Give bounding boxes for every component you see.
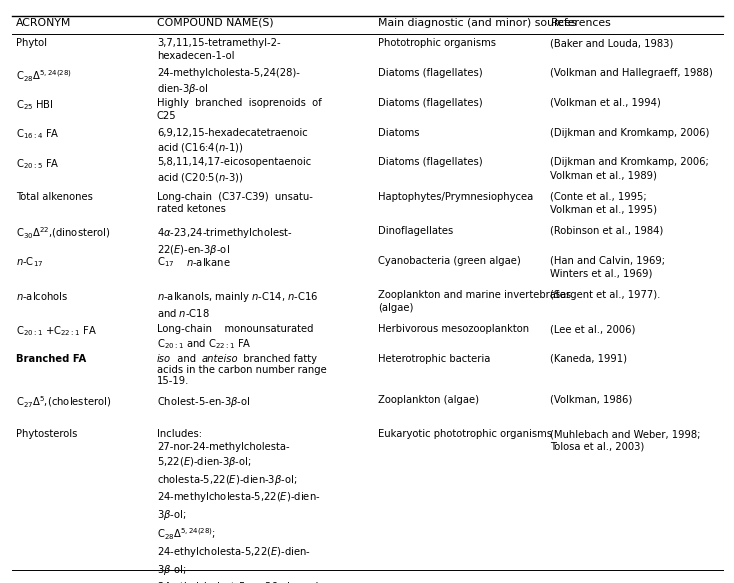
Text: 3,7,11,15-tetramethyl-2-
hexadecen-1-ol: 3,7,11,15-tetramethyl-2- hexadecen-1-ol bbox=[157, 38, 280, 61]
Text: Highly  branched  isoprenoids  of
C25: Highly branched isoprenoids of C25 bbox=[157, 98, 321, 121]
Text: Phytosterols: Phytosterols bbox=[16, 429, 77, 439]
Text: Cholest-5-en-3$\beta$-ol: Cholest-5-en-3$\beta$-ol bbox=[157, 395, 250, 409]
Text: Diatoms (flagellates): Diatoms (flagellates) bbox=[378, 157, 482, 167]
Text: Zooplankton (algae): Zooplankton (algae) bbox=[378, 395, 479, 405]
Text: Eukaryotic phototrophic organisms: Eukaryotic phototrophic organisms bbox=[378, 429, 552, 439]
Text: Diatoms (flagellates): Diatoms (flagellates) bbox=[378, 68, 482, 78]
Text: Phototrophic organisms: Phototrophic organisms bbox=[378, 38, 495, 48]
Text: (Conte et al., 1995;
Volkman et al., 1995): (Conte et al., 1995; Volkman et al., 199… bbox=[550, 192, 658, 215]
Text: Branched FA: Branched FA bbox=[16, 354, 86, 364]
Text: Phytol: Phytol bbox=[16, 38, 47, 48]
Text: C$_{20:5}$ FA: C$_{20:5}$ FA bbox=[16, 157, 59, 171]
Text: 15-19.: 15-19. bbox=[157, 376, 189, 386]
Text: $n$-alkanols, mainly $n$-C14, $n$-C16
and $n$-C18: $n$-alkanols, mainly $n$-C14, $n$-C16 an… bbox=[157, 290, 319, 319]
Text: Dinoflagellates: Dinoflagellates bbox=[378, 226, 453, 236]
Text: $n$-alkane: $n$-alkane bbox=[186, 255, 231, 268]
Text: $n$-alcohols: $n$-alcohols bbox=[16, 290, 68, 302]
Text: Cyanobacteria (green algae): Cyanobacteria (green algae) bbox=[378, 255, 520, 265]
Text: C$_{28}$$\Delta$$^{5,24(28)}$: C$_{28}$$\Delta$$^{5,24(28)}$ bbox=[16, 68, 72, 84]
Text: COMPOUND NAME(S): COMPOUND NAME(S) bbox=[157, 18, 274, 28]
Text: Diatoms: Diatoms bbox=[378, 128, 419, 138]
Text: Heterotrophic bacteria: Heterotrophic bacteria bbox=[378, 354, 490, 364]
Text: Long-chain    monounsaturated
C$_{20:1}$ and C$_{22:1}$ FA: Long-chain monounsaturated C$_{20:1}$ an… bbox=[157, 324, 313, 352]
Text: $n$-C$_{17}$: $n$-C$_{17}$ bbox=[16, 255, 43, 269]
Text: Total alkenones: Total alkenones bbox=[16, 192, 92, 202]
Text: anteiso: anteiso bbox=[202, 354, 238, 364]
Text: Haptophytes/Prymnesiophycea: Haptophytes/Prymnesiophycea bbox=[378, 192, 533, 202]
Text: C$_{16:4}$ FA: C$_{16:4}$ FA bbox=[16, 128, 59, 141]
Text: (Volkman et al., 1994): (Volkman et al., 1994) bbox=[550, 98, 661, 108]
Text: C$_{20:1}$ +C$_{22:1}$ FA: C$_{20:1}$ +C$_{22:1}$ FA bbox=[16, 324, 97, 338]
Text: (Dijkman and Kromkamp, 2006;
Volkman et al., 1989): (Dijkman and Kromkamp, 2006; Volkman et … bbox=[550, 157, 709, 180]
Text: Main diagnostic (and minor) sources: Main diagnostic (and minor) sources bbox=[378, 18, 576, 28]
Text: 5,8,11,14,17-eicosopentaenoic
acid (C20:5($n$-3)): 5,8,11,14,17-eicosopentaenoic acid (C20:… bbox=[157, 157, 311, 184]
Text: (Robinson et al., 1984): (Robinson et al., 1984) bbox=[550, 226, 664, 236]
Text: C$_{25}$ HBI: C$_{25}$ HBI bbox=[16, 98, 54, 111]
Text: Herbivorous mesozooplankton: Herbivorous mesozooplankton bbox=[378, 324, 529, 334]
Text: C$_{17}$: C$_{17}$ bbox=[157, 255, 175, 269]
Text: C$_{30}$$\Delta$$^{22}$,(dinosterol): C$_{30}$$\Delta$$^{22}$,(dinosterol) bbox=[16, 226, 110, 241]
Text: (Sargent et al., 1977).: (Sargent et al., 1977). bbox=[550, 290, 661, 300]
Text: branched fatty: branched fatty bbox=[237, 354, 317, 364]
Text: 24-methylcholesta-5,24(28)-
dien-3$\beta$-ol: 24-methylcholesta-5,24(28)- dien-3$\beta… bbox=[157, 68, 299, 96]
Text: (Muhlebach and Weber, 1998;
Tolosa et al., 2003): (Muhlebach and Weber, 1998; Tolosa et al… bbox=[550, 429, 701, 452]
Text: acids in the carbon number range: acids in the carbon number range bbox=[157, 365, 327, 375]
Text: iso: iso bbox=[157, 354, 171, 364]
Text: References: References bbox=[550, 18, 611, 28]
Text: ACRONYM: ACRONYM bbox=[16, 18, 71, 28]
Text: Zooplankton and marine invertebrates
(algae): Zooplankton and marine invertebrates (al… bbox=[378, 290, 571, 312]
Text: (Han and Calvin, 1969;
Winters et al., 1969): (Han and Calvin, 1969; Winters et al., 1… bbox=[550, 255, 666, 278]
Text: Long-chain  (C37-C39)  unsatu-
rated ketones: Long-chain (C37-C39) unsatu- rated keton… bbox=[157, 192, 313, 215]
Text: (Dijkman and Kromkamp, 2006): (Dijkman and Kromkamp, 2006) bbox=[550, 128, 710, 138]
Text: and: and bbox=[171, 354, 202, 364]
Text: Diatoms (flagellates): Diatoms (flagellates) bbox=[378, 98, 482, 108]
Text: 4$\alpha$-23,24-trimethylcholest-
22($E$)-en-3$\beta$-ol: 4$\alpha$-23,24-trimethylcholest- 22($E$… bbox=[157, 226, 293, 257]
Text: (Lee et al., 2006): (Lee et al., 2006) bbox=[550, 324, 636, 334]
Text: 6,9,12,15-hexadecatetraenoic
acid (C16:4($n$-1)): 6,9,12,15-hexadecatetraenoic acid (C16:4… bbox=[157, 128, 308, 154]
Text: (Volkman, 1986): (Volkman, 1986) bbox=[550, 395, 633, 405]
Text: (Kaneda, 1991): (Kaneda, 1991) bbox=[550, 354, 628, 364]
Text: (Volkman and Hallegraeff, 1988): (Volkman and Hallegraeff, 1988) bbox=[550, 68, 713, 78]
Text: C$_{27}$$\Delta$$^{5}$,(cholesterol): C$_{27}$$\Delta$$^{5}$,(cholesterol) bbox=[16, 395, 112, 410]
Text: Includes:
27-nor-24-methylcholesta-
5,22($E$)-dien-3$\beta$-ol;
cholesta-5,22($E: Includes: 27-nor-24-methylcholesta- 5,22… bbox=[157, 429, 321, 583]
Text: (Baker and Louda, 1983): (Baker and Louda, 1983) bbox=[550, 38, 674, 48]
